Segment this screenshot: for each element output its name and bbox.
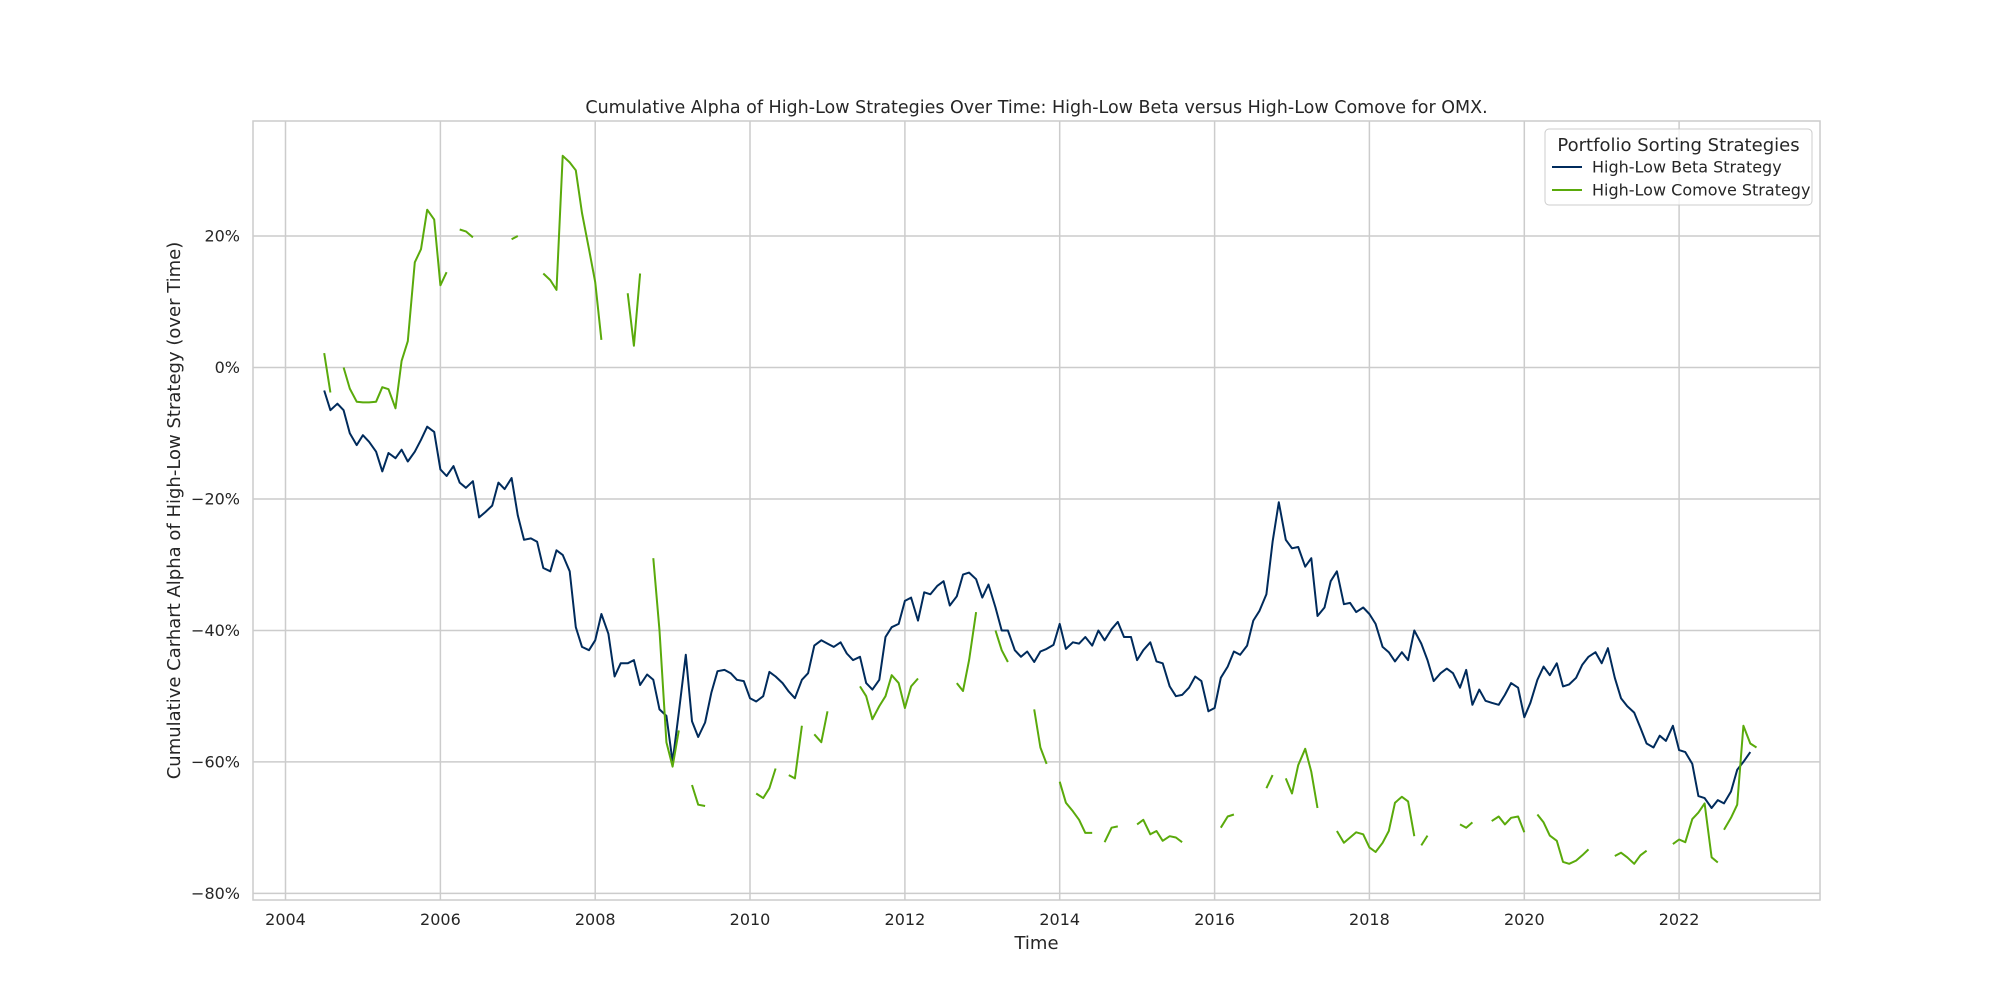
high-low-comove-strategy-line bbox=[1103, 825, 1119, 843]
x-tick-label: 2012 bbox=[885, 910, 926, 929]
y-tick-label: −60% bbox=[191, 752, 240, 771]
x-tick-label: 2006 bbox=[420, 910, 461, 929]
legend-box bbox=[1544, 128, 1813, 206]
high-low-comove-strategy-line bbox=[788, 725, 803, 780]
y-tick-label: 0% bbox=[215, 358, 240, 377]
high-low-comove-strategy-line bbox=[1536, 813, 1590, 865]
high-low-comove-strategy-line bbox=[1219, 813, 1235, 829]
x-tick-label: 2014 bbox=[1039, 910, 1080, 929]
high-low-comove-strategy-line bbox=[994, 630, 1009, 663]
high-low-comove-strategy-line bbox=[1336, 795, 1416, 853]
high-low-comove-strategy-line bbox=[1723, 724, 1758, 831]
legend-label-beta: High-Low Beta Strategy bbox=[1592, 158, 1782, 177]
tick-labels: 2004 2006 2008 2010 2012 2014 2016 2018 2020 2022… bbox=[191, 227, 1699, 930]
legend: Portfolio Sorting Strategies High-Low Be… bbox=[1544, 128, 1813, 206]
high-low-comove-strategy-line bbox=[1459, 821, 1474, 829]
high-low-comove-strategy-line bbox=[1136, 818, 1183, 843]
high-low-comove-strategy-line bbox=[323, 352, 332, 393]
high-low-comove-strategy-line bbox=[859, 674, 919, 721]
chart-title: Cumulative Alpha of High-Low Strategies … bbox=[585, 98, 1487, 118]
y-tick-label: −40% bbox=[191, 621, 240, 640]
x-tick-label: 2008 bbox=[575, 910, 616, 929]
y-tick-label: −20% bbox=[191, 490, 240, 509]
legend-label-comove: High-Low Comove Strategy bbox=[1592, 181, 1810, 200]
high-low-comove-strategy-line bbox=[691, 784, 706, 807]
high-low-comove-strategy-line bbox=[459, 228, 474, 239]
x-tick-label: 2010 bbox=[730, 910, 771, 929]
high-low-comove-strategy-line bbox=[1491, 815, 1526, 833]
high-low-comove-strategy-line bbox=[1265, 774, 1274, 789]
y-tick-label: 20% bbox=[204, 227, 240, 246]
plot-area-frame bbox=[252, 120, 1821, 901]
legend-title: Portfolio Sorting Strategies bbox=[1557, 135, 1799, 156]
x-axis-label: Time bbox=[1013, 933, 1058, 954]
high-low-comove-strategy-line bbox=[956, 611, 978, 692]
high-low-beta-strategy-line bbox=[323, 390, 1752, 809]
high-low-comove-strategy-line bbox=[1614, 849, 1648, 865]
high-low-comove-strategy-line bbox=[342, 208, 448, 410]
y-tick-label: −80% bbox=[191, 884, 240, 903]
high-low-comove-strategy-line bbox=[1058, 781, 1093, 834]
x-tick-label: 2016 bbox=[1194, 910, 1235, 929]
high-low-comove-strategy-line bbox=[1033, 709, 1048, 765]
high-low-comove-strategy-line bbox=[511, 235, 519, 241]
gridlines bbox=[253, 121, 1820, 900]
x-tick-label: 2004 bbox=[265, 910, 306, 929]
x-tick-label: 2022 bbox=[1659, 910, 1700, 929]
high-low-comove-strategy-line bbox=[813, 711, 829, 744]
high-low-comove-strategy-line bbox=[1284, 747, 1319, 809]
data-series bbox=[323, 154, 1758, 865]
x-tick-label: 2020 bbox=[1504, 910, 1545, 929]
high-low-comove-strategy-line bbox=[755, 768, 777, 800]
high-low-comove-strategy-line bbox=[1420, 835, 1429, 846]
high-low-comove-strategy-line bbox=[652, 558, 680, 768]
high-low-comove-strategy-line bbox=[542, 154, 603, 341]
x-tick-label: 2018 bbox=[1349, 910, 1390, 929]
high-low-comove-strategy-line bbox=[1672, 802, 1719, 864]
high-low-comove-strategy-line bbox=[626, 273, 642, 347]
y-axis-label: Cumulative Carhart Alpha of High-Low Str… bbox=[164, 242, 185, 780]
